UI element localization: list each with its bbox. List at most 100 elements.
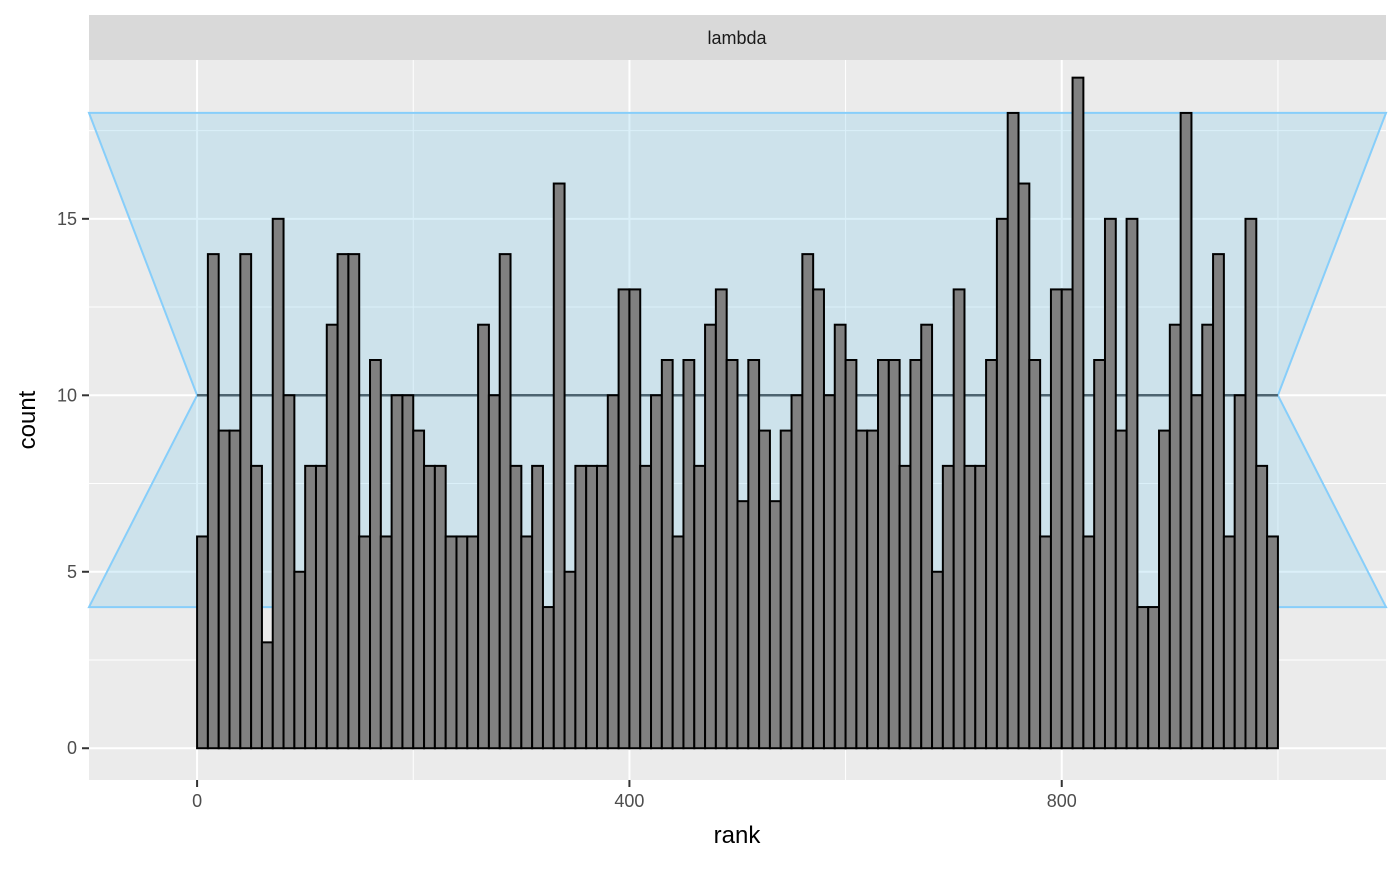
- histogram-bar: [228, 429, 242, 750]
- y-tick-label: 5: [67, 562, 77, 582]
- histogram-bar: [509, 464, 523, 750]
- histogram-bar: [606, 394, 620, 750]
- histogram-bar: [1233, 394, 1247, 750]
- histogram-bar: [682, 359, 696, 750]
- histogram-bar: [952, 288, 966, 750]
- histogram-bar: [304, 464, 317, 750]
- histogram-bar: [1190, 394, 1204, 750]
- histogram-bar: [1017, 182, 1031, 750]
- histogram-bar: [250, 464, 263, 750]
- histogram-bar: [704, 323, 717, 750]
- histogram-bar: [1082, 535, 1096, 750]
- y-axis-title: count: [14, 390, 41, 449]
- histogram-bar: [336, 253, 350, 750]
- histogram-bar: [412, 429, 426, 750]
- histogram-bar: [1136, 606, 1150, 750]
- histogram-bar: [390, 394, 404, 750]
- histogram-bar: [812, 288, 825, 750]
- histogram-bar: [358, 535, 372, 750]
- histogram-bar: [995, 217, 1009, 750]
- histogram-bar: [455, 535, 469, 750]
- x-tick-label: 800: [1047, 791, 1077, 811]
- facet-strip: [89, 15, 1386, 60]
- histogram-bar: [920, 323, 934, 750]
- histogram-bar: [487, 394, 501, 750]
- histogram-bar: [433, 464, 447, 750]
- histogram-bar: [401, 394, 415, 750]
- histogram-bar: [822, 394, 836, 750]
- histogram-bar: [963, 464, 977, 750]
- histogram-bar: [196, 535, 209, 750]
- histogram-bar: [1168, 323, 1182, 750]
- histogram-bar: [1147, 606, 1161, 750]
- histogram-bar: [1255, 464, 1269, 750]
- histogram-bars: [196, 76, 1279, 750]
- histogram-bar: [379, 535, 393, 750]
- histogram-bar: [833, 323, 847, 750]
- histogram-bar: [1266, 535, 1279, 750]
- histogram-bar: [779, 429, 793, 750]
- histogram-bar: [1222, 535, 1236, 750]
- x-axis-title: rank: [714, 822, 762, 849]
- y-tick-label: 0: [67, 738, 77, 758]
- y-axis-ticks: 0 5 10 15: [57, 209, 89, 758]
- histogram-bar: [639, 464, 653, 750]
- histogram-bar: [552, 182, 566, 750]
- histogram-bar: [909, 359, 923, 750]
- histogram-bar: [714, 288, 728, 750]
- histogram-bar: [768, 500, 782, 750]
- histogram-bar: [325, 323, 339, 750]
- histogram-bar: [206, 253, 220, 750]
- histogram-bar: [1179, 111, 1193, 750]
- histogram-bar: [347, 253, 361, 750]
- histogram-bar: [758, 429, 771, 750]
- histogram-bar: [898, 464, 912, 750]
- histogram-bar: [790, 394, 804, 750]
- histogram-bar: [293, 570, 307, 750]
- histogram-bar: [531, 464, 544, 750]
- histogram-bar: [801, 253, 815, 750]
- x-axis-ticks: 0 400 800: [192, 780, 1077, 811]
- histogram-bar: [660, 359, 674, 750]
- histogram-bar: [477, 323, 490, 750]
- histogram-bar: [1212, 253, 1225, 750]
- histogram-bar: [617, 288, 631, 750]
- histogram-bar: [974, 464, 988, 750]
- histogram-bar: [314, 464, 328, 750]
- histogram-bar: [1103, 217, 1117, 750]
- histogram-bar: [887, 359, 901, 750]
- histogram-bar: [423, 464, 436, 750]
- histogram-bar: [877, 359, 890, 750]
- facet-strip-label: lambda: [707, 28, 767, 48]
- histogram-bar: [941, 464, 955, 750]
- histogram-bar: [1071, 76, 1085, 750]
- histogram-bar: [498, 253, 512, 750]
- histogram-bar: [1158, 429, 1171, 750]
- x-tick-label: 0: [192, 791, 202, 811]
- histogram-bar: [866, 429, 880, 750]
- histogram-bar: [671, 535, 685, 750]
- histogram-bar: [725, 359, 739, 750]
- histogram-bar: [563, 570, 577, 750]
- x-tick-label: 400: [614, 791, 644, 811]
- histogram-bar: [369, 359, 382, 750]
- histogram-bar: [693, 464, 707, 750]
- y-tick-label: 15: [57, 209, 77, 229]
- histogram-bar: [736, 500, 750, 750]
- histogram-bar: [844, 359, 858, 750]
- y-tick-label: 10: [57, 385, 77, 405]
- histogram-bar: [1049, 288, 1063, 750]
- histogram-bar: [239, 253, 253, 750]
- histogram-bar: [541, 606, 555, 750]
- histogram-bar: [282, 394, 296, 750]
- histogram-bar: [1093, 359, 1106, 750]
- histogram-bar: [585, 464, 598, 750]
- histogram-bar: [1114, 429, 1128, 750]
- histogram-bar: [747, 359, 761, 750]
- histogram-bar: [1060, 288, 1074, 750]
- histogram-bar: [1244, 217, 1258, 750]
- histogram-bar: [1039, 535, 1052, 750]
- histogram-bar: [628, 288, 642, 750]
- histogram-bar: [985, 359, 998, 750]
- histogram-bar: [466, 535, 480, 750]
